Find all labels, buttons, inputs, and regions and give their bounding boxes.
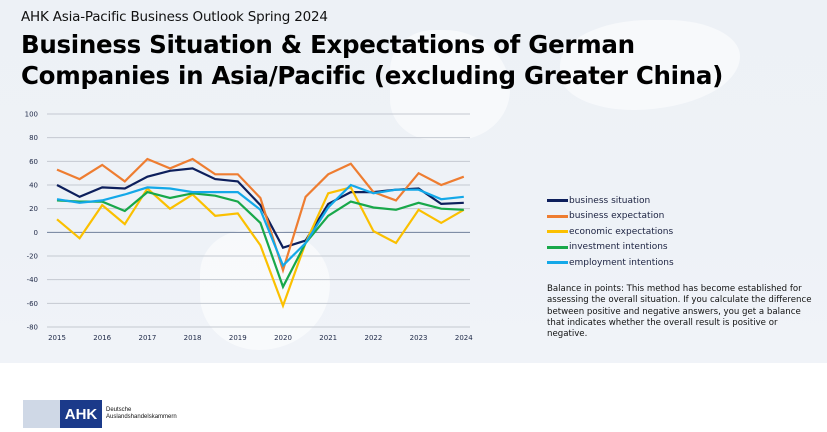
legend-item: employment intentions (547, 255, 674, 271)
chart-title: Business Situation & Expectations of Ger… (21, 30, 724, 90)
x-tick-label: 2022 (364, 334, 382, 342)
legend-swatch (547, 261, 568, 265)
logo-light-block (23, 400, 60, 428)
legend-label: business situation (569, 195, 651, 206)
legend-label: employment intentions (569, 257, 674, 268)
legend-label: business expectation (569, 211, 665, 222)
legend-item: economic expectations (547, 224, 674, 240)
y-tick-label: 20 (29, 205, 38, 213)
y-tick-label: 60 (29, 158, 38, 166)
legend-swatch (547, 230, 568, 234)
x-tick-label: 2020 (274, 334, 292, 342)
x-tick-label: 2018 (184, 334, 202, 342)
y-tick-label: -20 (27, 253, 38, 261)
series-lines (56, 157, 465, 309)
series-line-economic-expectations (56, 186, 465, 309)
x-axis-ticks: 2015 2016 2017 2018 2019 2020 2021 2022 2023 2024 (48, 334, 473, 342)
logo-text-line1: Deutsche (106, 407, 132, 413)
world-map-decoration (200, 230, 330, 350)
report-suptitle: AHK Asia-Pacific Business Outlook Spring… (21, 9, 328, 25)
series-line-business-expectation (56, 157, 465, 274)
y-axis-ticks: 100 80 60 40 20 0 -20 -40 -60 -80 (25, 111, 38, 332)
logo-text-line2: Auslandshandelskammern (106, 414, 177, 420)
legend-item: business situation (547, 193, 674, 209)
series-line-investment-intentions (56, 190, 464, 290)
series-line-employment-intentions (56, 183, 464, 268)
x-tick-label: 2016 (93, 334, 111, 342)
legend-label: investment intentions (569, 242, 668, 253)
legend-item: business expectation (547, 209, 674, 225)
x-tick-label: 2015 (48, 334, 66, 342)
y-tick-label: 100 (25, 111, 38, 119)
y-tick-label: 80 (29, 134, 38, 142)
y-tick-label: -40 (27, 276, 38, 284)
methodology-note: Balance in points: This method has becom… (547, 284, 812, 340)
logo-mark: AHK (60, 400, 102, 428)
legend-swatch (547, 199, 568, 203)
legend-swatch (547, 245, 568, 249)
logo-text: Deutsche Auslandshandelskammern (106, 407, 177, 421)
x-tick-label: 2024 (455, 334, 473, 342)
legend-item: investment intentions (547, 240, 674, 256)
y-tick-label: 40 (29, 182, 38, 190)
x-tick-label: 2017 (138, 334, 156, 342)
chart-legend: business situation business expectation ec… (547, 193, 674, 271)
legend-label: economic expectations (569, 226, 674, 237)
x-tick-label: 2023 (410, 334, 428, 342)
x-tick-label: 2019 (229, 334, 247, 342)
x-tick-label: 2021 (319, 334, 337, 342)
legend-swatch (547, 214, 568, 218)
world-map-decoration (390, 30, 510, 140)
ahk-logo: AHK Deutsche Auslandshandelskammern (23, 400, 177, 428)
y-tick-label: -60 (27, 300, 38, 308)
y-tick-label: -80 (27, 324, 38, 332)
y-tick-label: 0 (34, 229, 38, 237)
